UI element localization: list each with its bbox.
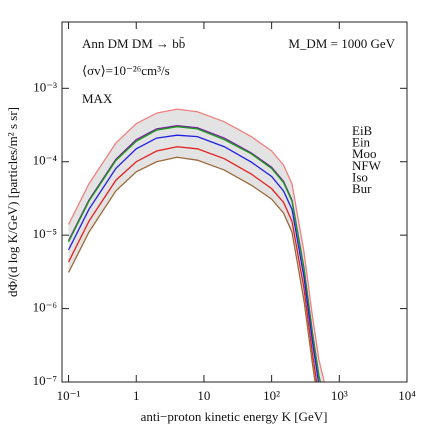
x-tick-label: 10² (263, 388, 280, 403)
x-axis-label: anti−proton kinetic energy K [GeV] (141, 409, 328, 424)
x-tick-label: 10⁻¹ (57, 388, 81, 403)
annotation: ⟨σv⟩=10⁻²⁶cm³/s (82, 63, 170, 78)
legend-entry: Ein (352, 135, 371, 150)
y-tick-label: 10⁻⁶ (33, 300, 57, 315)
x-tick-label: 10 (197, 388, 210, 403)
y-axis-label: dΦ/(d log K/GeV) [particles/m² s sr] (5, 107, 20, 297)
y-tick-label: 10⁻⁴ (33, 153, 58, 168)
x-tick-label: 10³ (331, 388, 348, 403)
band (68, 109, 325, 382)
line (67, 146, 318, 382)
y-tick-label: 10⁻⁵ (33, 226, 57, 241)
line (67, 126, 321, 382)
x-tick-label: 10⁴ (398, 388, 416, 403)
annotation: MAX (82, 91, 113, 106)
legend-entry: NFW (352, 158, 382, 173)
y-tick-label: 10⁻⁷ (33, 373, 57, 388)
line (67, 108, 325, 382)
legend-entry: Iso (352, 169, 368, 184)
legend-entry: Moo (352, 146, 377, 161)
line (67, 156, 316, 382)
x-tick-label: 1 (133, 388, 140, 403)
frame (61, 21, 408, 383)
annotation: Ann DM DM → bb̄ (82, 36, 185, 51)
plot-area (67, 108, 325, 382)
legend-entry: EiB (352, 123, 373, 138)
legend-entry: Bur (352, 181, 372, 196)
line (67, 134, 320, 382)
y-tick-label: 10⁻³ (33, 79, 57, 94)
annotation: M_DM = 1000 GeV (288, 36, 395, 51)
